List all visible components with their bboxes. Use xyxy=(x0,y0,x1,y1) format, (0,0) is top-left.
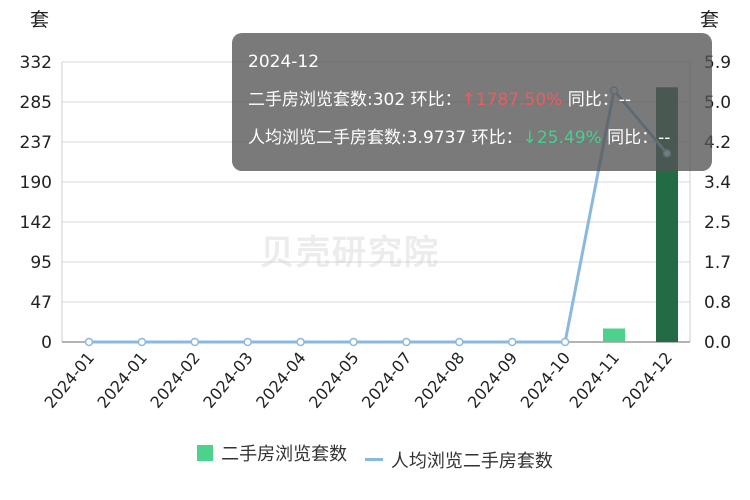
legend-item-bar[interactable]: 二手房浏览套数 xyxy=(197,440,347,466)
x-tick-label: 2024-02 xyxy=(146,348,204,411)
x-tick-label: 2024-05 xyxy=(305,348,363,411)
legend-bar-label: 二手房浏览套数 xyxy=(221,444,348,465)
left-tick-label: 95 xyxy=(30,253,52,273)
x-tick-label: 2024-01 xyxy=(93,348,151,411)
line-point xyxy=(402,337,411,347)
line-point xyxy=(137,337,147,347)
left-tick-label: 47 xyxy=(30,293,52,313)
bar xyxy=(603,328,625,342)
line-point xyxy=(349,337,358,347)
line-point xyxy=(560,337,570,347)
right-tick-label: 1.7 xyxy=(704,253,731,273)
tooltip-row-views: 二手房浏览套数:302 环比：↑1787.50% 同比：-- xyxy=(248,89,712,127)
left-axis-title: 套 xyxy=(30,9,49,31)
left-tick-label: 0 xyxy=(41,333,52,353)
data-tooltip: 2024-12 二手房浏览套数:302 环比：↑1787.50% 同比：-- 人… xyxy=(232,33,712,171)
tooltip-date: 2024-12 xyxy=(248,52,320,72)
x-tick-label: 2024-09 xyxy=(464,348,522,411)
left-tick-label: 190 xyxy=(20,173,52,193)
x-tick-label: 2024-10 xyxy=(517,348,575,411)
x-tick-label: 2024-04 xyxy=(252,348,310,411)
right-axis-title: 套 xyxy=(700,9,719,31)
x-tick-label: 2024-12 xyxy=(619,348,677,411)
legend-bar-swatch xyxy=(197,445,214,461)
legend-line-label: 人均浏览二手房套数 xyxy=(390,450,553,472)
x-tick-label: 2024-01 xyxy=(41,348,99,411)
left-tick-label: 332 xyxy=(20,53,52,73)
line-point xyxy=(296,337,305,347)
tooltip-views-mom: ↑1787.50% xyxy=(461,90,563,110)
series-line xyxy=(89,87,669,344)
line-point xyxy=(507,337,517,347)
right-tick-label: 2.5 xyxy=(704,213,731,233)
tooltip-avg-yoy: 同比：-- xyxy=(601,128,671,148)
right-tick-label: 3.4 xyxy=(704,173,731,193)
watermark: 贝壳研究院 xyxy=(260,233,440,273)
chart-legend: 二手房浏览套数 人均浏览二手房套数 xyxy=(0,440,750,473)
line-point xyxy=(243,337,252,347)
line-point xyxy=(190,337,200,347)
legend-line-swatch xyxy=(364,458,383,461)
x-tick-label: 2024-11 xyxy=(566,348,624,411)
left-tick-label: 237 xyxy=(20,133,52,153)
line-point xyxy=(84,337,94,347)
left-tick-label: 285 xyxy=(20,93,52,113)
legend-item-line[interactable]: 人均浏览二手房套数 xyxy=(364,447,553,473)
tooltip-avg-mom: ↓25.49% xyxy=(522,128,602,148)
x-tick-label: 2024-08 xyxy=(411,348,469,411)
tooltip-avg-label: 人均浏览二手房套数:3.9737 环比： xyxy=(248,128,523,148)
tooltip-views-label: 二手房浏览套数:302 环比： xyxy=(248,90,462,110)
tooltip-row-avg: 人均浏览二手房套数:3.9737 环比：↓25.49% 同比：-- xyxy=(248,127,712,165)
x-tick-label: 2024-03 xyxy=(199,348,257,411)
left-tick-label: 142 xyxy=(20,213,52,233)
line-point xyxy=(455,337,464,347)
tooltip-views-yoy: 同比：-- xyxy=(562,90,631,110)
right-tick-label: 0.8 xyxy=(704,293,731,313)
x-tick-label: 2024-07 xyxy=(358,348,416,411)
right-tick-label: 0.0 xyxy=(704,333,731,353)
